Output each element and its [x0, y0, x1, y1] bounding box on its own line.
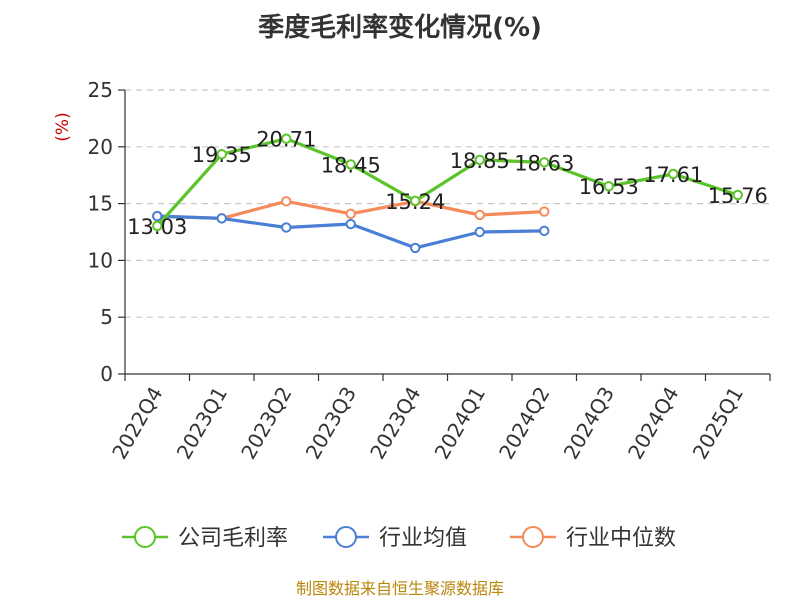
y-tick-label: 5: [100, 305, 113, 329]
data-point: [410, 195, 421, 207]
data-label: 19.35: [192, 143, 252, 167]
data-label: 18.85: [450, 149, 510, 173]
data-point: [732, 189, 743, 201]
data-point: [410, 242, 421, 254]
data-label: 18.45: [321, 153, 381, 177]
legend-label: 行业中位数: [566, 526, 676, 551]
source-note: 制图数据来自恒生聚源数据库: [296, 579, 504, 598]
data-point: [345, 159, 356, 170]
x-tick-label: 2024Q2: [494, 383, 554, 464]
grid-layer: [125, 89, 770, 318]
data-point: [216, 213, 227, 224]
legend-label: 行业均值: [379, 526, 467, 551]
x-tick-label: 2023Q2: [236, 383, 296, 464]
data-point: [474, 209, 485, 221]
x-tick-label: 2024Q1: [430, 383, 490, 464]
data-point: [474, 154, 485, 166]
data-label: 20.71: [256, 128, 316, 152]
data-label: 16.53: [579, 175, 639, 199]
data-point: [281, 133, 292, 144]
data-label: 15.24: [385, 190, 445, 214]
data-label: 18.63: [514, 151, 574, 175]
series-layer: [152, 133, 743, 254]
x-tick-label: 2024Q3: [559, 383, 619, 464]
legend-swatch-marker: [134, 526, 156, 548]
y-axis-unit-label: (%): [53, 112, 73, 141]
y-tick-label: 20: [88, 135, 113, 159]
x-tick-label: 2025Q1: [688, 383, 748, 464]
data-point: [281, 196, 292, 207]
legend: 公司毛利率 行业均值 行业中位数: [122, 526, 676, 551]
y-tick-label: 0: [100, 362, 113, 386]
data-point: [345, 218, 356, 230]
x-tick-label: 2024Q4: [623, 383, 683, 464]
series-line: [156, 137, 739, 228]
y-tick-label: 15: [88, 192, 113, 216]
x-tick-label: 2023Q1: [172, 383, 232, 464]
data-point: [216, 148, 227, 160]
x-tick-label: 2023Q4: [365, 383, 425, 464]
x-tick-label: 2022Q4: [107, 383, 167, 464]
data-point: [474, 226, 485, 238]
y-tick-label: 10: [88, 248, 113, 272]
legend-swatch-marker: [335, 526, 357, 548]
y-tick-label: 25: [88, 78, 113, 102]
legend-swatch-marker: [522, 526, 544, 548]
data-point: [603, 181, 614, 192]
chart-title: 季度毛利率变化情况(%): [258, 12, 542, 43]
x-tick-label: 2023Q3: [301, 383, 361, 464]
data-point: [345, 208, 356, 220]
data-point: [539, 225, 550, 237]
data-point: [152, 210, 163, 222]
data-label: 13.03: [127, 215, 187, 239]
data-point: [152, 220, 163, 232]
data-label: 15.76: [708, 184, 768, 208]
data-label: 17.61: [643, 163, 703, 187]
data-point: [539, 206, 550, 217]
data-point: [281, 222, 292, 233]
data-point: [668, 168, 679, 180]
axis-layer: 0 5 10 15 20 25 2022Q4 2023Q1 2023Q2 2023Q3 2023Q4…: [88, 78, 771, 464]
data-point: [539, 157, 550, 168]
legend-label: 公司毛利率: [178, 526, 288, 551]
